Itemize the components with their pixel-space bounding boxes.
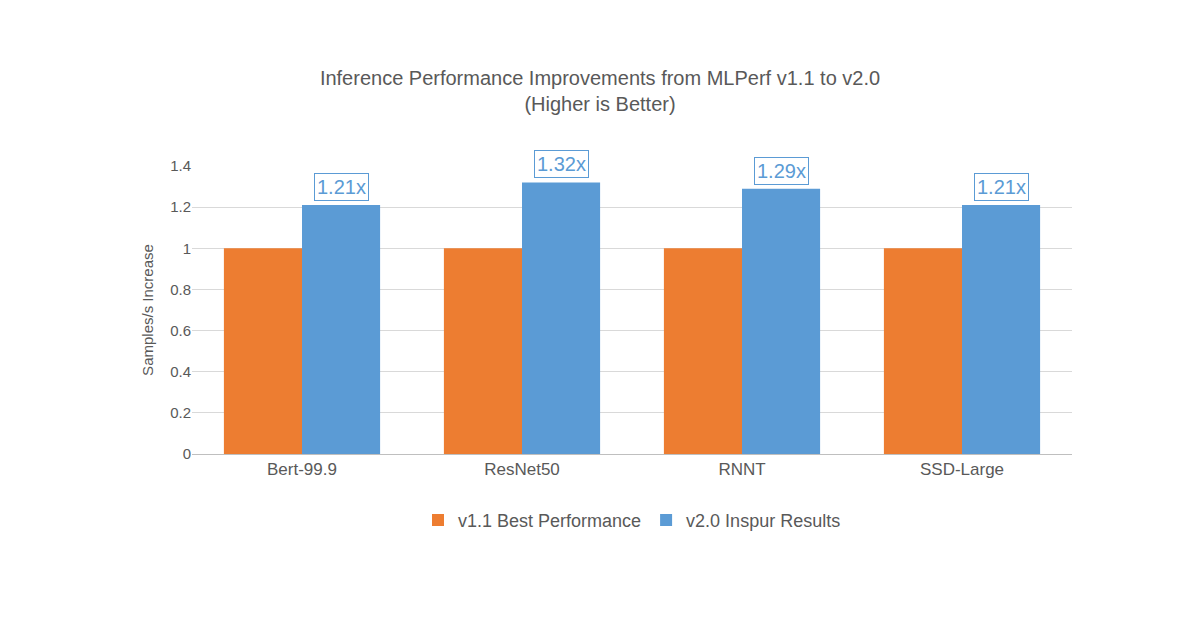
svg-text:Bert-99.9: Bert-99.9 [267, 460, 337, 479]
svg-text:1.4: 1.4 [170, 157, 191, 174]
svg-text:1.2: 1.2 [170, 198, 191, 215]
svg-text:0.8: 0.8 [170, 281, 191, 298]
svg-text:1.21x: 1.21x [317, 176, 366, 198]
svg-text:RNNT: RNNT [718, 460, 765, 479]
svg-text:Inference Performance Improvem: Inference Performance Improvements from … [320, 67, 880, 115]
svg-text:1: 1 [183, 240, 191, 257]
svg-text:0.4: 0.4 [170, 363, 191, 380]
svg-text:0: 0 [183, 445, 191, 462]
svg-text:0.6: 0.6 [170, 322, 191, 339]
svg-text:v1.1 Best Performance: v1.1 Best Performance [458, 511, 641, 531]
svg-text:1.32x: 1.32x [537, 153, 586, 175]
svg-text:0.2: 0.2 [170, 404, 191, 421]
svg-text:1.21x: 1.21x [977, 176, 1026, 198]
svg-text:ResNet50: ResNet50 [484, 460, 560, 479]
svg-text:Samples/s Increase: Samples/s Increase [139, 244, 156, 376]
svg-text:v2.0 Inspur Results: v2.0 Inspur Results [686, 511, 840, 531]
svg-text:1.29x: 1.29x [757, 160, 806, 182]
svg-text:SSD-Large: SSD-Large [920, 460, 1004, 479]
